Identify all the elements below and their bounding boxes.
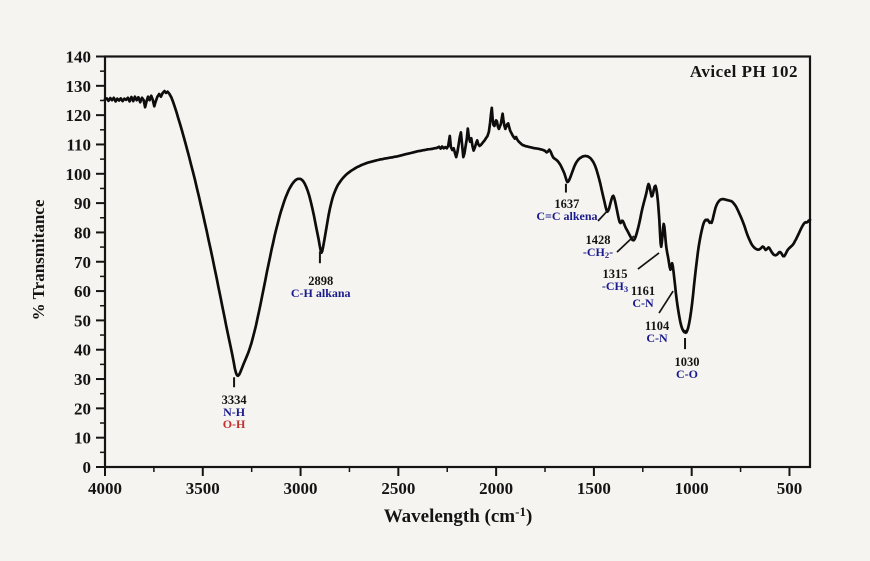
plot-border (103, 55, 812, 469)
y-tick-label: 90 (74, 194, 91, 213)
x-tick-label: 2500 (381, 479, 415, 498)
x-axis-label-exponent: -1 (515, 504, 526, 519)
y-tick-label: 20 (74, 399, 91, 418)
y-tick-label: 40 (74, 341, 91, 360)
x-tick-label: 2000 (479, 479, 513, 498)
chart-title: Avicel PH 102 (689, 62, 798, 81)
x-tick-label: 1500 (577, 479, 611, 498)
x-tick-label: 4000 (88, 479, 122, 498)
x-axis-label-text: ) (525, 506, 533, 527)
y-tick-label: 60 (74, 282, 91, 301)
y-tick-label: 100 (66, 165, 92, 184)
peak-leader-line-1637 (597, 207, 611, 222)
x-tick-label: 3500 (186, 479, 220, 498)
y-axis-label: % Transmitance (29, 199, 48, 321)
peak-leader-line-1104 (658, 290, 674, 314)
x-axis-label: Wavelength (cm-1) (384, 504, 533, 528)
y-tick-label: 0 (83, 458, 92, 477)
x-tick-label: 3000 (284, 479, 318, 498)
peak-leader-line-1315 (637, 252, 660, 270)
spectrum-curve (103, 89, 812, 378)
y-tick-label: 50 (74, 311, 91, 330)
x-tick-label: 1000 (675, 479, 709, 498)
y-tick-label: 130 (66, 77, 92, 96)
x-axis-label-text: Wavelength (cm (383, 506, 516, 527)
y-tick-label: 70 (74, 253, 91, 272)
y-tick-label: 110 (66, 135, 91, 154)
y-tick-label: 140 (66, 48, 92, 67)
y-tick-label: 120 (66, 106, 92, 125)
y-tick-label: 30 (74, 370, 91, 389)
x-tick-label: 500 (777, 479, 803, 498)
y-tick-label: 80 (74, 223, 91, 242)
y-tick-label: 10 (74, 429, 91, 448)
peak-leader-line-1428 (616, 235, 635, 253)
